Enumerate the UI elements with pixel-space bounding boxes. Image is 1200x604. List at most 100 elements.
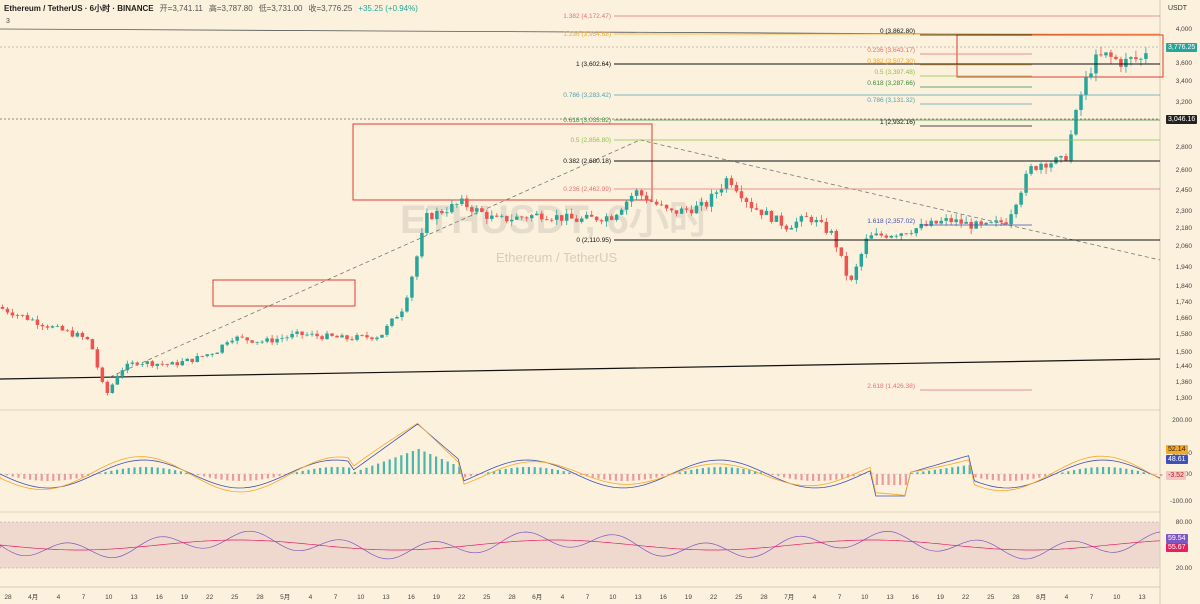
symbol-title[interactable]: Ethereum / TetherUS · 6小时 · BINANCE [4,3,154,13]
candle-body [724,178,729,189]
candle-body [614,214,619,220]
time-tick-label: 6月 [532,593,542,601]
price-tick-label: 3,600 [1176,60,1193,67]
macd-histogram-bar [510,468,513,474]
fib-level-label: 0.618 (3,287.66) [867,80,915,87]
macd-tick-label: -100.00 [1170,498,1192,505]
macd-histogram-bar [638,474,641,481]
fib-level-label: 1.236 (3,954.68) [563,31,611,38]
time-tick-label: 28 [4,594,12,601]
time-tick-label: 7月 [784,593,794,601]
candle-body [579,218,584,222]
candle-body [435,210,439,220]
macd-histogram-bar [707,467,710,474]
macd-histogram-bar [806,474,809,481]
macd-histogram-bar [365,467,368,474]
candle-body [220,344,224,353]
time-tick-label: 13 [1138,594,1146,601]
candle-body [669,208,674,211]
candle-body [939,220,943,224]
macd-value-tag: 48.61 [1166,455,1188,464]
candle-body [859,254,864,267]
candle-body [599,220,604,222]
candle-body [559,215,564,221]
price-tick-label: 1,940 [1176,264,1193,271]
candle-body [704,201,709,207]
candle-body [215,352,219,354]
candle-body [240,336,244,338]
candle-body [150,361,155,366]
macd-histogram-bar [278,474,281,477]
candle-body [809,216,814,223]
macd-histogram-bar [800,474,803,481]
candle-body [699,201,704,206]
time-tick-label: 7 [586,594,590,601]
macd-histogram-bar [243,474,246,481]
candle-body [1099,54,1103,56]
candle-body [659,204,664,206]
candle-body [100,367,105,382]
time-tick-label: 7 [1090,594,1094,601]
candle-body [714,192,719,194]
candle-body [505,215,509,222]
candle-body [230,340,234,343]
macd-histogram-bar [469,474,472,477]
time-tick-label: 16 [912,594,920,601]
candle-body [475,208,479,212]
macd-histogram-bar [336,467,339,474]
candle-body [1024,173,1028,193]
candle-body [864,238,869,255]
candle-body [375,337,379,340]
candle-body [999,220,1003,223]
candle-body [485,211,489,219]
time-tick-label: 19 [685,594,693,601]
candle-body [525,217,529,219]
candle-body [365,335,369,338]
macd-histogram-bar [133,467,136,474]
macd-histogram-bar [1160,474,1163,477]
candle-body [1134,57,1138,60]
candles [0,46,1148,396]
candle-body [470,207,474,212]
time-tick-label: 10 [609,594,617,601]
macd-histogram-bar [63,474,66,481]
macd-histogram-bar [226,474,229,481]
macd-histogram-bar [812,474,815,481]
time-tick-label: 25 [735,594,743,601]
macd-histogram-bar [719,467,722,474]
macd-histogram-bar [348,467,351,474]
time-tick-label: 5月 [280,593,290,601]
macd-histogram-bar [5,474,8,476]
macd-histogram-bar [1067,471,1070,474]
candle-body [325,333,329,340]
fib-level-label: 0 (2,110.95) [576,237,611,244]
candle-body [849,275,854,280]
candle-body [500,215,504,217]
candle-body [45,326,50,328]
candle-body [1129,57,1133,59]
indicator-count[interactable]: 3 [6,18,10,25]
change-value: +35.25 (+0.94%) [358,3,418,13]
price-tick-label: 2,180 [1176,225,1193,232]
time-tick-label: 10 [105,594,113,601]
macd-histogram-bar [319,468,322,474]
macd-histogram-bar [139,467,142,474]
candle-body [400,311,404,317]
candle-body [739,191,744,199]
macd-histogram-bar [846,474,849,478]
candle-body [1144,53,1148,59]
candle-body [295,331,299,334]
candle-body [70,330,75,337]
currency-label[interactable]: USDT [1168,5,1188,12]
candle-body [719,188,724,193]
candle-body [634,190,639,196]
candle-body [450,204,454,213]
time-tick-label: 25 [231,594,239,601]
macd-histogram-bar [841,474,844,479]
candle-body [60,325,65,331]
last-price-tag: 3,776.25 [1166,43,1198,52]
time-tick-label: 16 [408,594,416,601]
macd-histogram-bar [1096,467,1099,474]
candle-body [929,220,933,226]
